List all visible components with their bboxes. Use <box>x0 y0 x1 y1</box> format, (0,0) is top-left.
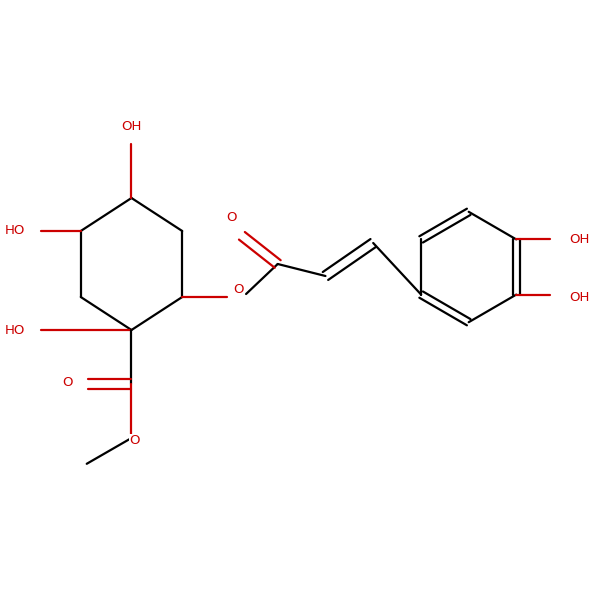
Text: OH: OH <box>569 291 589 304</box>
Text: O: O <box>233 283 244 296</box>
Text: OH: OH <box>121 119 142 133</box>
Text: HO: HO <box>5 323 25 337</box>
Text: OH: OH <box>569 233 589 246</box>
Text: O: O <box>129 434 140 448</box>
Text: HO: HO <box>5 224 25 238</box>
Text: O: O <box>62 376 73 389</box>
Text: O: O <box>226 211 236 224</box>
